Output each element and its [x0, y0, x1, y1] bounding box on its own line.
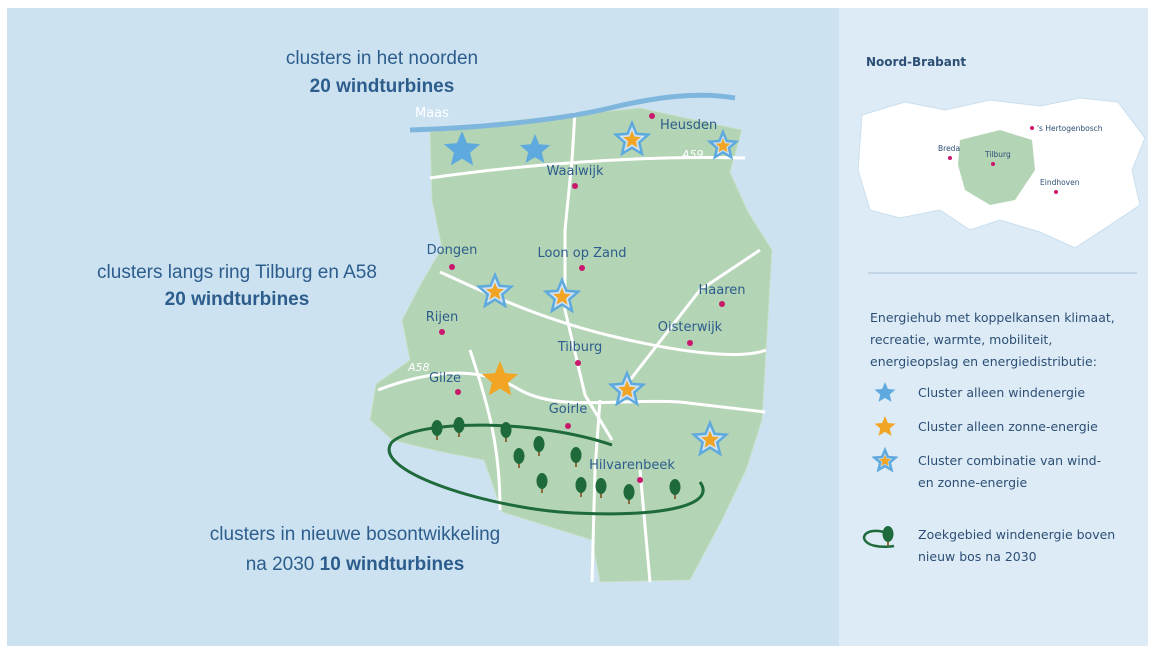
heading: 20 windturbines — [165, 289, 310, 310]
heading-part: 10 windturbines — [320, 554, 465, 575]
river-label: Maas — [415, 106, 449, 121]
place-label: Hilvarenbeek — [589, 458, 675, 473]
tree-crown — [513, 448, 525, 464]
clusters — [443, 119, 740, 457]
place-dot — [649, 113, 655, 119]
place-label: Haaren — [698, 283, 745, 298]
inset-dot — [1030, 126, 1034, 130]
forest-area — [387, 423, 705, 516]
legend-forest — [862, 529, 895, 548]
combo-star-core — [623, 130, 641, 148]
heading: clusters in het noorden — [286, 48, 478, 69]
place-label: Rijen — [426, 310, 459, 325]
legend-label: Cluster alleen zonne-energie — [918, 419, 1098, 434]
place-label: Dongen — [427, 243, 478, 258]
wind-star — [519, 134, 551, 163]
tree-crown — [570, 447, 582, 463]
heading-part: na 2030 — [246, 554, 315, 575]
place-label: Heusden — [660, 118, 717, 133]
tree-crown — [669, 479, 681, 495]
river — [409, 92, 736, 133]
legend-intro: energieopslag en energiedistributie: — [870, 354, 1097, 369]
combo-star-core — [879, 454, 891, 466]
place-dot — [637, 477, 643, 483]
combo-star-core — [486, 282, 504, 300]
combo-star-core — [553, 287, 571, 305]
heading: clusters langs ring Tilburg en A58 — [97, 262, 377, 283]
place-dot — [687, 340, 693, 346]
place-dot — [565, 423, 571, 429]
legend-label: nieuw bos na 2030 — [918, 549, 1037, 564]
legend-label: Zoekgebied windenergie boven — [918, 527, 1115, 542]
inset-dot — [948, 156, 952, 160]
tree-crown — [882, 526, 894, 542]
combo-star-core — [701, 430, 719, 448]
place-dot — [579, 265, 585, 271]
inset-label: 's Hertogenbosch — [1037, 124, 1103, 133]
legend-label: Cluster combinatie van wind- — [918, 453, 1101, 468]
legend: Energiehub met koppelkansen klimaat, recr… — [862, 310, 1115, 564]
tree-crown — [536, 473, 548, 489]
place-dot — [572, 183, 578, 189]
place-dot — [439, 329, 445, 335]
place-label: Waalwijk — [547, 164, 604, 179]
combo-star-core — [618, 380, 636, 398]
inset-region — [958, 130, 1035, 205]
tree-crown — [453, 417, 465, 433]
place-label: Tilburg — [557, 340, 603, 355]
tree-crown — [431, 420, 443, 436]
sun-star — [874, 416, 896, 436]
inset-label: Eindhoven — [1040, 178, 1080, 187]
place-dot — [575, 360, 581, 366]
road-label: A58 — [407, 361, 430, 374]
inset-label: Tilburg — [984, 150, 1011, 159]
inset-label: Breda — [938, 144, 960, 153]
place-dot — [455, 389, 461, 395]
legend-label: Cluster alleen windenergie — [918, 385, 1085, 400]
tree-crown — [500, 422, 512, 438]
tree-crown — [595, 478, 607, 494]
sun-star — [481, 361, 519, 396]
tree-crown — [533, 436, 545, 452]
place-dot — [719, 301, 725, 307]
legend-label: en zonne-energie — [918, 475, 1027, 490]
inset-dot — [1054, 190, 1058, 194]
place-label: Gilze — [429, 371, 461, 386]
place-label: Oisterwijk — [658, 320, 723, 335]
heading: na 2030 10 windturbines — [246, 554, 465, 575]
heading: clusters in nieuwe bosontwikkeling — [210, 524, 500, 545]
tree-crown — [623, 484, 635, 500]
place-label: Goirle — [549, 402, 588, 417]
trees — [431, 417, 681, 504]
legend-intro: recreatie, warmte, mobiliteit, — [870, 332, 1052, 347]
wind-star — [443, 131, 481, 166]
tree-crown — [575, 477, 587, 493]
legend-intro: Energiehub met koppelkansen klimaat, — [870, 310, 1115, 325]
roads — [377, 111, 767, 583]
place-label: Loon op Zand — [538, 246, 627, 261]
places: Heusden Waalwijk Dongen Loon op Zand Haaren R… — [426, 113, 746, 483]
inset-places: 's Hertogenbosch Breda Tilburg Eindhoven — [938, 124, 1103, 194]
inset-title: Noord-Brabant — [866, 55, 966, 69]
wind-star — [874, 382, 896, 402]
road-label: A59 — [681, 148, 704, 161]
combo-star-core — [715, 138, 731, 153]
place-dot — [449, 264, 455, 270]
inset-dot — [991, 162, 995, 166]
heading: 20 windturbines — [310, 76, 455, 97]
